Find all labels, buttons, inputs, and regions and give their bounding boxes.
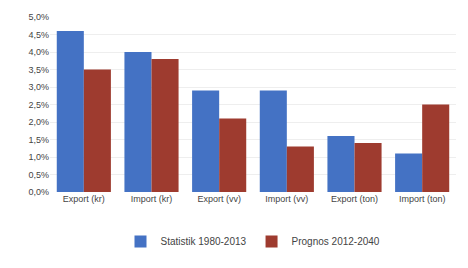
svg-text:Import (ton): Import (ton): [399, 194, 446, 204]
svg-text:Export (kr): Export (kr): [63, 194, 105, 204]
svg-text:4,5%: 4,5%: [28, 30, 49, 40]
svg-text:2,5%: 2,5%: [28, 100, 49, 110]
svg-text:Export (vv): Export (vv): [197, 194, 241, 204]
svg-text:Import (vv): Import (vv): [265, 194, 308, 204]
svg-text:Import (kr): Import (kr): [131, 194, 173, 204]
svg-text:Prognos 2012-2040: Prognos 2012-2040: [292, 236, 380, 247]
svg-text:1,5%: 1,5%: [28, 135, 49, 145]
svg-text:4,0%: 4,0%: [28, 47, 49, 57]
svg-text:0,5%: 0,5%: [28, 170, 49, 180]
svg-text:1,0%: 1,0%: [28, 152, 49, 162]
svg-text:3,0%: 3,0%: [28, 82, 49, 92]
svg-text:0,0%: 0,0%: [28, 187, 49, 197]
svg-text:5,0%: 5,0%: [28, 12, 49, 22]
svg-text:3,5%: 3,5%: [28, 65, 49, 75]
svg-text:Export (ton): Export (ton): [331, 194, 378, 204]
svg-text:Statistik 1980-2013: Statistik 1980-2013: [161, 236, 247, 247]
svg-text:2,0%: 2,0%: [28, 117, 49, 127]
